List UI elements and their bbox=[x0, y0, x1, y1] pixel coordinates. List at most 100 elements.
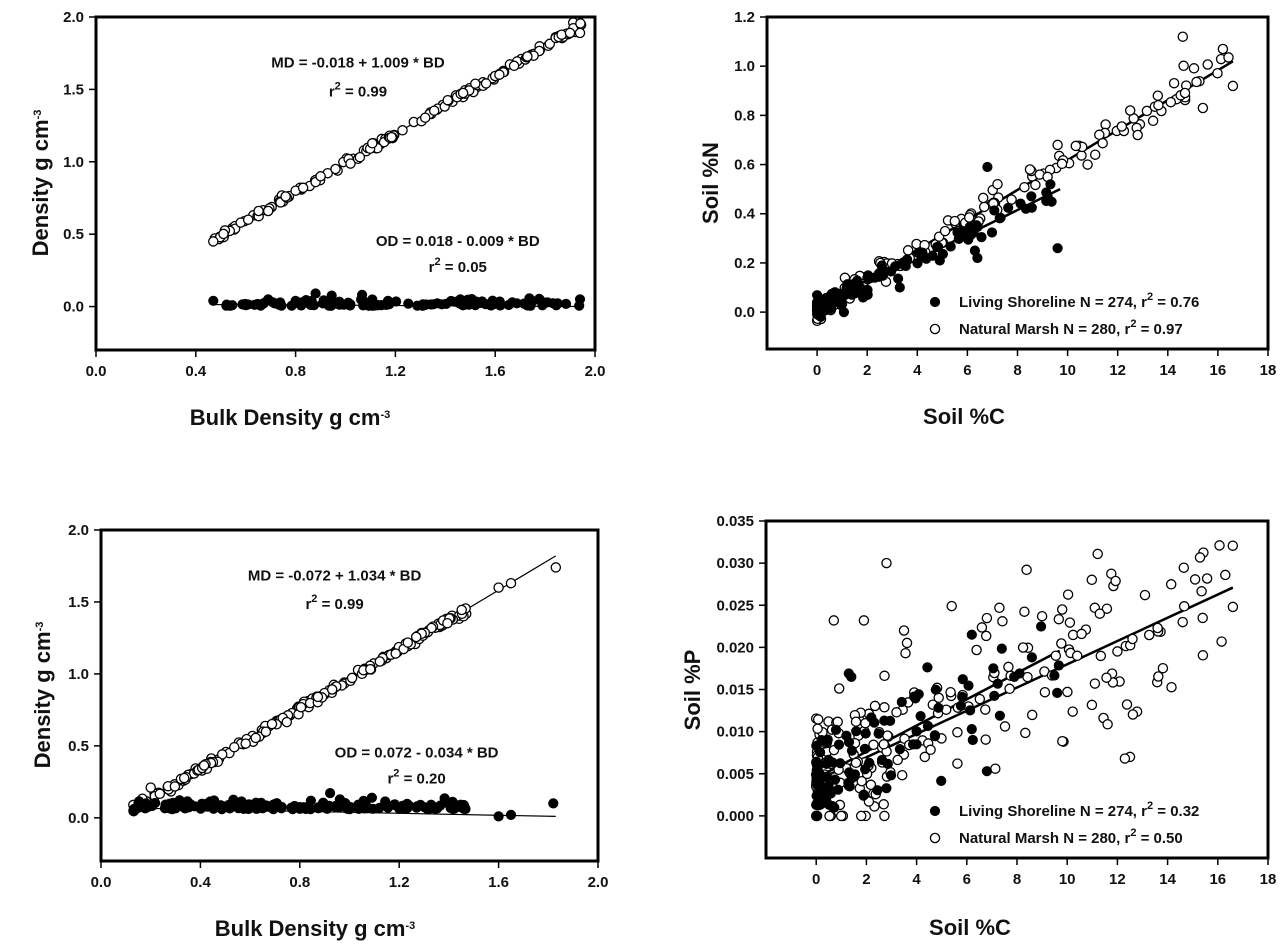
data-point-filled bbox=[548, 798, 559, 809]
data-point-filled bbox=[913, 247, 924, 259]
data-point-open bbox=[1127, 633, 1138, 645]
data-point-filled bbox=[912, 258, 923, 269]
data-point-open bbox=[169, 781, 181, 792]
data-point-open bbox=[1139, 589, 1151, 601]
data-point-open bbox=[1196, 586, 1207, 597]
data-point-open bbox=[981, 612, 993, 624]
data-point-filled bbox=[830, 724, 842, 736]
data-point-open bbox=[345, 158, 356, 169]
data-point-open bbox=[1127, 709, 1139, 720]
data-point-filled bbox=[143, 801, 154, 812]
data-point-filled bbox=[830, 774, 841, 785]
data-point-filled bbox=[869, 272, 880, 283]
data-point-open bbox=[1017, 642, 1029, 653]
x-tick-label: 4 bbox=[912, 871, 921, 888]
y-tick-label: 1.0 bbox=[734, 58, 755, 75]
data-point-open bbox=[812, 714, 824, 725]
data-point-open bbox=[442, 94, 453, 106]
legend: Living Shoreline N = 274, r2 = 0.32 Natur… bbox=[929, 800, 1199, 847]
data-point-filled bbox=[1020, 203, 1032, 214]
x-tick-label: 0.8 bbox=[289, 874, 310, 891]
x-tick-label: 18 bbox=[1260, 362, 1277, 379]
legend-marker bbox=[929, 832, 941, 844]
data-point-open bbox=[976, 622, 988, 633]
data-point-filled bbox=[896, 696, 907, 708]
data-point-open bbox=[1223, 52, 1234, 63]
data-point-open bbox=[390, 648, 401, 659]
data-point-filled bbox=[866, 712, 877, 723]
data-point-filled bbox=[849, 769, 861, 780]
data-point-filled bbox=[931, 241, 943, 253]
data-point-filled bbox=[811, 810, 822, 822]
data-point-open bbox=[354, 151, 366, 163]
data-point-filled bbox=[455, 800, 466, 811]
data-point-filled bbox=[894, 282, 905, 293]
data-point-filled bbox=[225, 300, 236, 311]
data-point-filled bbox=[911, 739, 922, 750]
data-point-open bbox=[1019, 606, 1030, 617]
data-point-open bbox=[1227, 601, 1239, 613]
data-point-filled bbox=[922, 662, 933, 673]
data-point-filled bbox=[432, 298, 443, 309]
data-point-filled bbox=[394, 803, 405, 815]
data-point-open bbox=[850, 716, 862, 727]
data-point-open bbox=[229, 741, 240, 753]
data-point-filled bbox=[286, 802, 297, 813]
data-point-open bbox=[1056, 604, 1068, 615]
data-point-open bbox=[1076, 150, 1087, 161]
data-point-filled bbox=[897, 259, 909, 270]
x-tick-label: 10 bbox=[1059, 362, 1076, 379]
data-point-filled bbox=[886, 770, 897, 781]
data-point-open bbox=[865, 779, 877, 791]
data-point-filled bbox=[1049, 670, 1060, 681]
data-point-open bbox=[925, 744, 936, 756]
data-point-open bbox=[879, 670, 890, 682]
data-point-open bbox=[494, 69, 505, 80]
data-point-filled bbox=[403, 298, 414, 309]
data-point-open bbox=[1143, 629, 1155, 641]
data-point-open bbox=[1070, 140, 1082, 152]
data-point-open bbox=[1082, 159, 1093, 170]
data-point-open bbox=[1057, 735, 1068, 747]
data-point-open bbox=[1067, 629, 1079, 641]
data-point-filled bbox=[380, 796, 391, 807]
x-tick-label: 2.0 bbox=[585, 363, 606, 380]
data-point-open bbox=[253, 205, 264, 217]
y-tick-label: 0.020 bbox=[716, 639, 754, 656]
x-tick-label: 2 bbox=[863, 362, 871, 379]
legend: Living Shoreline N = 274, r2 = 0.76 Natur… bbox=[929, 291, 1199, 338]
data-point-filled bbox=[971, 220, 982, 231]
data-point-open bbox=[326, 684, 338, 695]
data-point-open bbox=[208, 236, 219, 247]
data-point-open bbox=[1110, 575, 1121, 587]
data-point-open bbox=[410, 631, 422, 643]
data-point-filled bbox=[814, 310, 825, 321]
data-point-filled bbox=[982, 161, 993, 173]
data-point-open bbox=[260, 726, 272, 737]
data-point-open bbox=[456, 604, 467, 616]
data-point-filled bbox=[322, 803, 333, 814]
data-point-open bbox=[850, 757, 862, 769]
data-point-filled bbox=[251, 803, 262, 814]
data-point-open bbox=[977, 192, 989, 204]
data-point-open bbox=[949, 215, 961, 227]
data-point-open bbox=[1119, 753, 1131, 764]
x-tick-label: 0.4 bbox=[190, 874, 212, 891]
data-point-filled bbox=[835, 758, 846, 769]
data-point-open bbox=[154, 788, 166, 800]
data-point-open bbox=[250, 732, 261, 744]
data-point-open bbox=[1067, 706, 1078, 717]
equation-annotation: r2 = 0.20 bbox=[387, 767, 445, 787]
plot-frame bbox=[94, 15, 597, 352]
data-point-filled bbox=[862, 284, 873, 296]
data-point-open bbox=[1216, 636, 1227, 647]
x-tick-label: 10 bbox=[1059, 871, 1076, 888]
data-point-open bbox=[902, 245, 914, 256]
x-tick-label: 0.4 bbox=[185, 363, 207, 380]
y-tick-label: 0.5 bbox=[63, 226, 84, 243]
data-point-filled bbox=[846, 671, 857, 683]
data-point-open bbox=[1062, 686, 1073, 698]
data-point-filled bbox=[936, 775, 947, 787]
y-tick-label: 0.2 bbox=[734, 255, 755, 272]
